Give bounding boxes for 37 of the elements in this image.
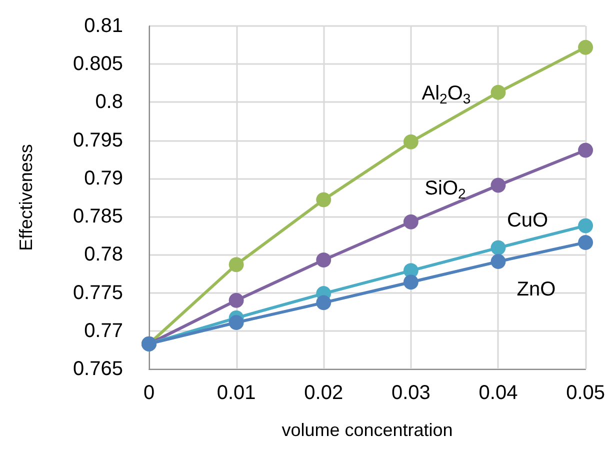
point <box>228 292 244 308</box>
point <box>316 192 332 208</box>
point <box>403 214 418 230</box>
point <box>316 295 332 310</box>
x-tick-label: 0.04 <box>478 382 518 404</box>
series-label: ZnO <box>516 278 556 301</box>
y-tick-label: 0.805 <box>72 53 123 76</box>
x-tick-label: 0.01 <box>216 382 256 404</box>
point <box>490 178 506 193</box>
y-tick-label: 0.795 <box>72 129 123 152</box>
x-tick-label: 0.02 <box>304 382 344 404</box>
point <box>228 315 244 330</box>
series-label: CuO <box>506 210 548 232</box>
x-tick-label: 0.05 <box>566 382 606 404</box>
y-axis-title: Effectiveness <box>16 144 36 251</box>
y-tick-label: 0.785 <box>72 206 123 228</box>
x-tick-label: 0 <box>143 382 155 404</box>
point <box>578 142 594 158</box>
y-tick-label: 0.765 <box>72 358 123 380</box>
y-tick-label: 0.81 <box>84 15 123 37</box>
point <box>578 40 594 55</box>
x-tick-label: 0.03 <box>391 382 430 404</box>
y-tick-label: 0.8 <box>95 91 123 114</box>
point <box>490 240 506 256</box>
y-tick-label: 0.77 <box>84 320 123 342</box>
point <box>490 254 506 270</box>
point <box>578 218 594 234</box>
x-axis-title: volume concentration <box>282 420 453 440</box>
point <box>578 234 594 250</box>
point <box>228 257 244 272</box>
point <box>403 134 418 150</box>
y-tick-label: 0.79 <box>84 167 123 190</box>
point <box>490 84 506 100</box>
point <box>403 274 418 290</box>
y-tick-label: 0.775 <box>72 282 123 304</box>
y-tick-label: 0.78 <box>84 244 123 266</box>
point <box>316 252 332 268</box>
